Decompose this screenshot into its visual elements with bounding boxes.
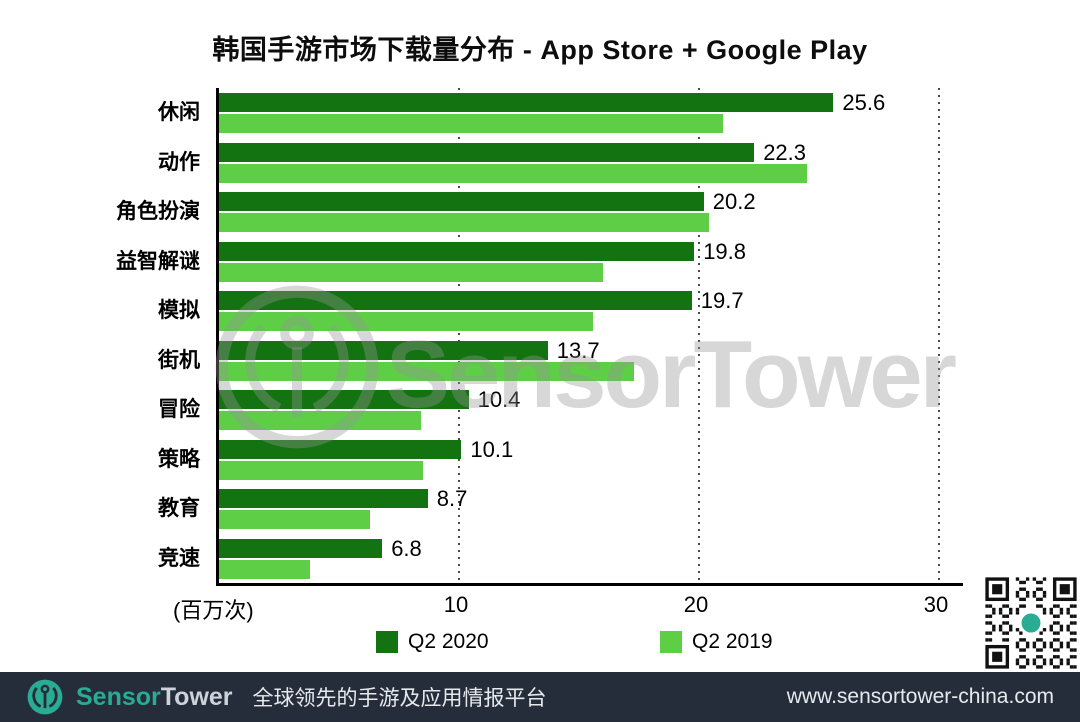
footer-url: www.sensortower-china.com — [786, 685, 1054, 708]
category-label-休闲: 休闲 — [158, 101, 200, 124]
bar-value-label: 19.7 — [700, 288, 744, 313]
x-unit-label: (百万次) — [173, 598, 254, 623]
category-label-教育: 教育 — [158, 497, 200, 520]
brand-name: SensorTower — [76, 683, 233, 712]
sensortower-logo-icon — [27, 679, 63, 715]
bar-q2-2019-角色扮演 — [219, 213, 709, 232]
category-label-竞速: 竞速 — [158, 546, 200, 570]
x-tick-label-20: 20 — [683, 592, 709, 617]
bar-q2-2019-街机 — [219, 361, 635, 381]
gridline-30 — [938, 88, 940, 583]
legend-item-q2-2019: Q2 2019 — [660, 630, 773, 654]
bar-q2-2019-教育 — [219, 510, 371, 529]
x-tick-label-30: 30 — [923, 592, 949, 617]
qr-code — [982, 574, 1080, 672]
category-label-动作: 动作 — [158, 150, 200, 174]
category-label-冒险: 冒险 — [158, 398, 200, 421]
bar-q2-2020-模拟 — [219, 291, 692, 310]
gridline-10 — [458, 88, 460, 583]
footer: SensorTower 全球领先的手游及应用情报平台 www.sensortow… — [0, 672, 1080, 722]
category-label-角色扮演: 角色扮演 — [116, 200, 200, 223]
bar-q2-2019-模拟 — [219, 312, 594, 331]
legend-label-q2-2020: Q2 2020 — [408, 630, 489, 653]
x-tick-label-10: 10 — [443, 592, 469, 617]
legend-swatch-q2-2019 — [660, 631, 682, 653]
bar-value-label: 10.4 — [477, 387, 521, 412]
chart-title: 韩国手游市场下载量分布 - App Store + Google Play — [212, 35, 868, 65]
footer-tagline: 全球领先的手游及应用情报平台 — [252, 687, 547, 710]
bar-value-label: 6.8 — [391, 535, 422, 561]
brand-sensor: Sensor — [76, 682, 161, 711]
bar-q2-2019-益智解谜 — [219, 262, 603, 282]
category-label-街机: 街机 — [158, 348, 200, 372]
bar-q2-2019-休闲 — [219, 114, 723, 133]
bar-q2-2019-竞速 — [219, 559, 311, 579]
bar-q2-2020-益智解谜 — [219, 241, 695, 261]
bar-q2-2020-休闲 — [219, 93, 834, 112]
x-axis: 10 20 30 — [216, 592, 960, 618]
bar-value-label: 19.8 — [703, 238, 747, 264]
bar-q2-2020-角色扮演 — [219, 192, 704, 211]
gridline-20 — [698, 88, 700, 583]
bar-value-label: 22.3 — [763, 139, 807, 165]
bar-q2-2020-策略 — [219, 439, 462, 459]
bar-q2-2019-冒险 — [219, 411, 421, 430]
plot-area: 25.6 22.3 20.2 19.8 19.7 13.7 10.4 10.1 8.7 6.8 — [216, 88, 963, 586]
bar-q2-2020-街机 — [219, 340, 548, 360]
legend-label-q2-2019: Q2 2019 — [692, 630, 773, 653]
legend-swatch-q2-2020 — [376, 631, 398, 653]
bar-q2-2020-动作 — [219, 142, 755, 162]
bar-q2-2019-策略 — [219, 460, 423, 480]
bar-value-label: 13.7 — [556, 337, 600, 363]
category-label-益智解谜: 益智解谜 — [116, 249, 200, 273]
bar-value-label: 10.1 — [470, 436, 514, 462]
brand-tower: Tower — [160, 682, 233, 711]
bar-value-label: 20.2 — [712, 189, 756, 214]
bar-value-label: 8.7 — [436, 486, 468, 511]
category-label-策略: 策略 — [158, 447, 200, 471]
bar-q2-2020-教育 — [219, 489, 428, 508]
category-labels: 休闲动作角色扮演益智解谜模拟街机冒险策略教育竞速 — [0, 88, 200, 583]
bar-value-label: 25.6 — [842, 90, 886, 115]
legend-item-q2-2020: Q2 2020 — [376, 630, 489, 654]
bar-q2-2019-动作 — [219, 163, 807, 183]
bar-q2-2020-冒险 — [219, 390, 469, 409]
bar-q2-2020-竞速 — [219, 538, 383, 558]
category-label-模拟: 模拟 — [158, 299, 200, 322]
